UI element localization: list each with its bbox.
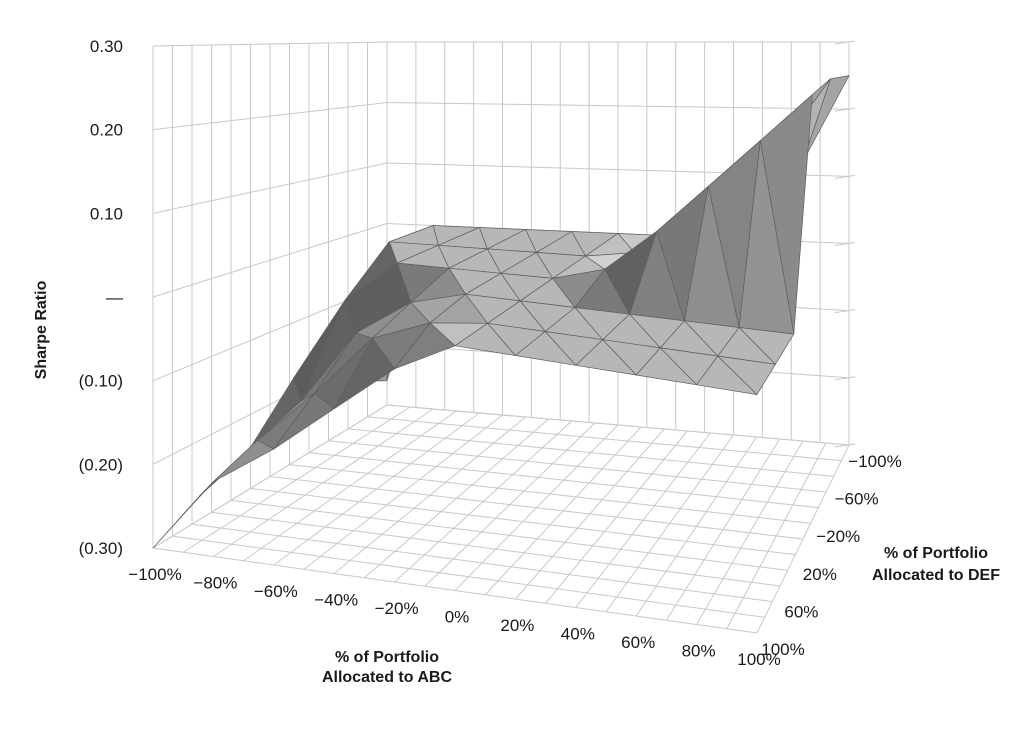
left-wall-hline bbox=[152, 41, 388, 47]
surface-mesh bbox=[152, 75, 850, 549]
right-edge-tick bbox=[834, 443, 856, 448]
floor-grid bbox=[152, 404, 850, 634]
x-tick-label: 20% bbox=[500, 616, 534, 635]
right-edge-tick bbox=[834, 174, 856, 179]
y-axis-title-line1: % of Portfolio bbox=[884, 545, 988, 562]
z-tick-label: (0.10) bbox=[79, 372, 123, 391]
x-tick-label: 0% bbox=[445, 608, 470, 627]
y-tick-label: −100% bbox=[848, 452, 901, 471]
surface-facet bbox=[333, 337, 395, 410]
surface-facet bbox=[635, 347, 697, 386]
x-tick-label: 40% bbox=[561, 625, 595, 644]
z-axis-ticks: 0.30 0.20 0.10 — (0.10) (0.20) (0.30) bbox=[79, 37, 123, 558]
floor-line-def bbox=[152, 547, 758, 634]
surface-facet bbox=[454, 322, 516, 356]
surface-facet bbox=[575, 339, 637, 376]
z-tick-label: 0.30 bbox=[90, 37, 123, 56]
x-tick-label: −40% bbox=[314, 591, 358, 610]
left-wall-hline bbox=[152, 102, 388, 131]
z-tick-label: 0.10 bbox=[90, 204, 123, 223]
y-axis-title-line2: Allocated to DEF bbox=[872, 567, 1000, 584]
floor-line-def bbox=[269, 476, 804, 540]
floor-line-def bbox=[347, 428, 834, 477]
floor-line-def bbox=[230, 499, 788, 571]
right-edge-tick bbox=[834, 376, 856, 381]
surface-facet bbox=[696, 355, 758, 395]
y-tick-label: 60% bbox=[784, 602, 818, 621]
back-wall-hline bbox=[386, 102, 850, 110]
y-tick-label: −60% bbox=[835, 490, 879, 509]
x-tick-label: −100% bbox=[128, 565, 181, 584]
x-axis-title-line2: Allocated to ABC bbox=[322, 669, 453, 686]
z-axis-title: Sharpe Ratio bbox=[33, 280, 50, 379]
left-wall-hline bbox=[152, 223, 388, 298]
floor-line-def bbox=[367, 416, 842, 462]
floor-line-def bbox=[250, 487, 796, 556]
x-tick-label: 80% bbox=[682, 642, 716, 661]
z-tick-label: (0.30) bbox=[79, 539, 123, 558]
floor-line-def bbox=[172, 535, 765, 618]
right-edge-tick bbox=[834, 107, 856, 112]
left-wall-hline bbox=[152, 162, 388, 214]
floor-line-def bbox=[386, 404, 850, 446]
x-tick-label: −60% bbox=[254, 582, 298, 601]
x-tick-label: −80% bbox=[193, 574, 237, 593]
y-tick-label: 100% bbox=[761, 640, 804, 659]
floor-line-def bbox=[328, 440, 827, 493]
z-tick-label: 0.20 bbox=[90, 121, 123, 140]
floor-line-def bbox=[211, 511, 781, 587]
x-tick-label: −20% bbox=[375, 599, 419, 618]
right-edge-tick bbox=[834, 40, 856, 45]
floor-line-def bbox=[289, 464, 811, 524]
floor-line-def bbox=[191, 523, 773, 603]
surface-facet bbox=[394, 322, 456, 370]
y-tick-label: −20% bbox=[816, 527, 860, 546]
surface-facet bbox=[213, 439, 275, 482]
surface-facet bbox=[152, 481, 214, 549]
x-axis-ticks: −100% −80% −60% −40% −20% 0% 20% 40% 60% 80% 100% bbox=[128, 565, 780, 669]
floor-line-def bbox=[308, 452, 819, 509]
x-tick-label: 60% bbox=[621, 633, 655, 652]
z-tick-label: (0.20) bbox=[79, 455, 123, 474]
y-tick-label: 20% bbox=[803, 565, 837, 584]
x-tick-label: 100% bbox=[737, 650, 780, 669]
surface-facet bbox=[515, 331, 577, 366]
right-edge-tick bbox=[834, 309, 856, 314]
x-axis-title-line1: % of Portfolio bbox=[335, 649, 439, 666]
surface-facet bbox=[273, 392, 335, 450]
right-edge-tick bbox=[834, 242, 856, 246]
z-tick-label: — bbox=[106, 288, 123, 307]
y-axis-ticks: −100% −60% −20% 20% 60% 100% bbox=[761, 452, 901, 659]
